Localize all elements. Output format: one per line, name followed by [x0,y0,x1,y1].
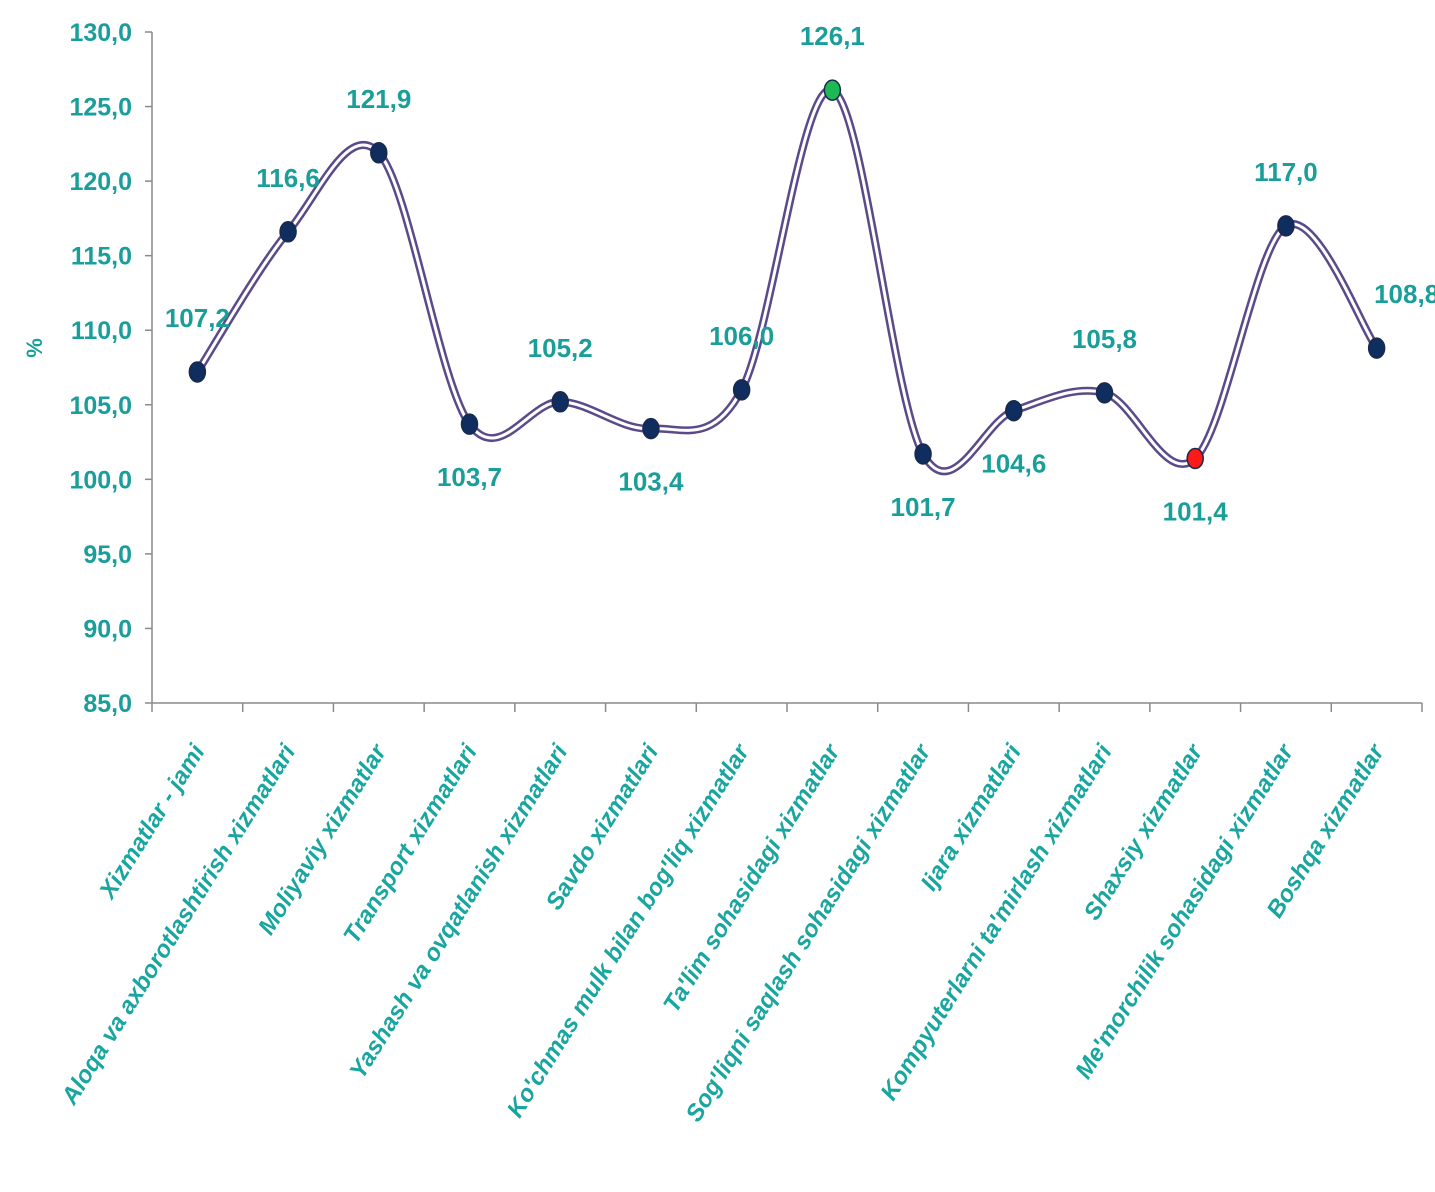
data-label: 101,4 [1163,496,1229,526]
x-tick-label: Ta'lim sohasidagi xizmatlar [658,738,846,1017]
y-tick-label: 125,0 [69,94,132,122]
data-point [1186,447,1204,470]
data-label: 105,8 [1072,324,1137,354]
y-tick-label: 90,0 [83,615,132,643]
data-label: 105,2 [528,333,593,363]
y-tick-label: 120,0 [69,168,132,196]
y-tick-label: 115,0 [71,243,132,271]
y-tick-label: 100,0 [69,466,132,494]
y-tick-label: 105,0 [69,392,132,420]
data-labels: 107,2 116,6 121,9 103,7 105,2 103,4 106,0 126,1… [165,21,1435,526]
data-point [1095,382,1114,404]
data-point [1005,399,1023,422]
data-point [642,417,660,440]
data-point [732,379,751,401]
data-label: 126,1 [800,21,865,51]
data-point [279,221,297,243]
data-point [1367,337,1386,359]
data-label: 103,7 [437,462,502,492]
data-point [460,413,479,435]
y-tick-label: 110,0 [71,317,132,345]
data-point [551,391,569,413]
y-tick-label: 85,0 [83,690,132,718]
data-point [370,142,388,164]
data-point [1277,215,1295,237]
data-point [188,361,207,383]
data-label: 106,0 [709,321,774,351]
data-markers [188,79,1386,470]
data-label: 101,7 [891,492,956,522]
data-point [914,443,932,465]
data-label: 103,4 [618,467,684,497]
y-axis-label: % [22,338,47,358]
y-tick-label: 130,0 [69,19,132,47]
data-label: 117,0 [1254,157,1318,187]
axes: 130,0 125,0 120,0 115,0 110,0 105,0 100,0 95,0 9… [22,19,1423,718]
data-label: 104,6 [981,449,1046,479]
data-label: 116,6 [256,163,320,193]
data-label: 107,2 [165,303,230,333]
x-tick-label: Ijara xizmatlari [916,739,1028,896]
y-tick-label: 95,0 [83,541,132,569]
data-label: 121,9 [346,84,411,114]
data-point [823,79,842,101]
data-label: 108,8 [1374,279,1435,309]
